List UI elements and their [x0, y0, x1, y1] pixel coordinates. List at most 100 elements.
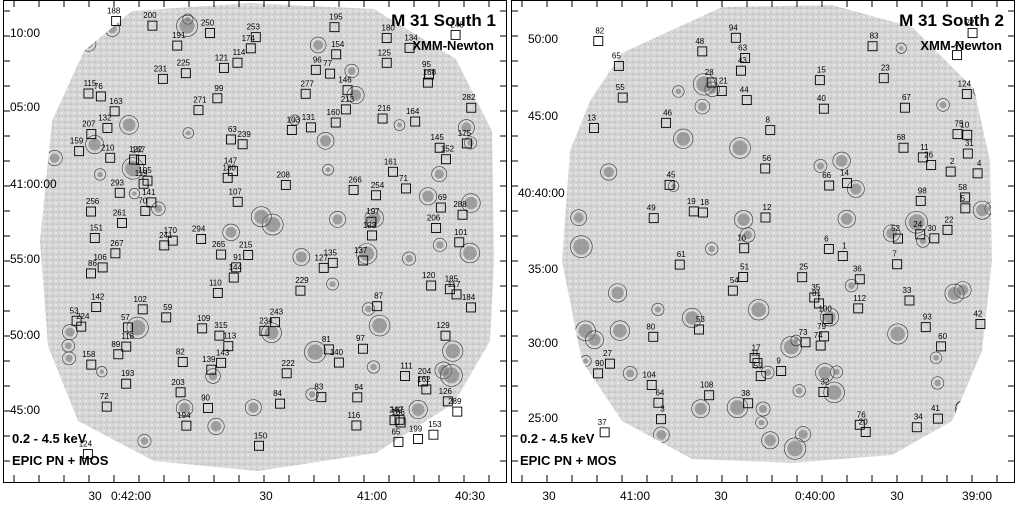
emission-blobs	[40, 13, 481, 448]
source-id-label: 68	[897, 133, 906, 142]
source-marker: 239	[237, 130, 251, 150]
emission-blob	[185, 130, 191, 136]
source-marker: 153	[428, 420, 442, 440]
source-box	[237, 139, 248, 150]
contour	[820, 307, 839, 327]
contour	[569, 235, 593, 258]
source-box	[205, 28, 215, 38]
contour	[936, 98, 950, 112]
source-id-label: 231	[154, 64, 168, 73]
contour	[704, 81, 720, 97]
source-marker: 111	[400, 361, 413, 381]
source-box	[117, 217, 127, 228]
contour	[316, 131, 335, 150]
contour	[207, 417, 225, 435]
source-id-label: 200	[143, 11, 157, 20]
source-box	[593, 36, 604, 46]
source-id-label: 175	[458, 129, 472, 138]
emission-blob	[467, 139, 474, 147]
source-box	[466, 302, 476, 313]
source-id-label: 145	[430, 133, 444, 142]
source-marker: 126	[439, 387, 453, 407]
source-box	[86, 206, 97, 217]
contour	[182, 127, 194, 139]
source-id-label: 111	[400, 361, 413, 370]
source-marker: 186	[391, 408, 406, 428]
source-marker: 76	[854, 410, 866, 430]
source-marker: 59	[161, 303, 173, 323]
source-box	[450, 29, 461, 40]
source-marker: 76	[94, 82, 106, 102]
source-marker: 131	[302, 113, 316, 133]
source-box	[945, 166, 956, 177]
source-box	[837, 251, 848, 262]
panel-title: M 31 South 2	[899, 11, 1004, 30]
source-marker: 34	[911, 413, 923, 433]
emission-blob	[737, 213, 750, 226]
source-box	[111, 16, 122, 26]
source-id-label: 210	[101, 143, 115, 152]
source-box	[377, 113, 388, 124]
source-id-label: 197	[366, 207, 380, 216]
source-id-label: 54	[730, 276, 739, 285]
source-marker: 289	[448, 397, 463, 417]
emission-blob	[759, 404, 768, 414]
source-marker: 8	[765, 116, 776, 136]
source-id-label: 124	[79, 440, 93, 449]
source-box	[613, 60, 624, 71]
panel-title: M 31 South 1	[391, 11, 496, 30]
source-marker: 56	[760, 154, 772, 174]
source-id-label: 9	[776, 356, 781, 365]
source-id-label: 174	[242, 34, 256, 43]
contour	[461, 193, 481, 213]
source-box	[305, 122, 316, 133]
source-box	[738, 272, 749, 282]
source-id-label: 14	[840, 169, 849, 178]
source-box	[177, 357, 188, 368]
y-tick-label: 45:00	[528, 109, 559, 123]
source-box	[95, 91, 106, 102]
source-box	[694, 324, 704, 335]
source-box	[442, 396, 453, 407]
source-id-label: 131	[302, 113, 316, 122]
source-id-label: 40	[817, 94, 826, 103]
source-marker: 59	[754, 362, 766, 382]
source-id-label: 83	[314, 383, 323, 392]
contour	[322, 164, 334, 176]
source-marker: 25	[797, 263, 809, 283]
source-id-label: 104	[643, 371, 657, 380]
x-tick-label: 40:30	[454, 489, 486, 503]
emission-blob	[372, 318, 387, 333]
y-tick-label: 05:00	[10, 100, 41, 114]
source-marker: 51	[738, 262, 750, 282]
source-marker: 266	[348, 175, 362, 195]
source-marker: 83	[867, 32, 879, 52]
source-marker: 160	[327, 108, 341, 128]
source-marker: 89	[111, 340, 124, 360]
source-marker: 242	[389, 406, 403, 426]
source-id-label: 34	[914, 413, 923, 422]
source-box	[674, 259, 685, 270]
source-marker: 174	[242, 34, 256, 54]
source-marker: 204	[418, 367, 432, 387]
source-id-label: 215	[239, 241, 253, 250]
source-id-label: 170	[164, 226, 178, 235]
y-tick-label: 35:00	[528, 262, 559, 276]
source-marker: 315	[214, 321, 228, 341]
source-id-label: 82	[595, 27, 604, 36]
source-box	[137, 304, 148, 315]
source-marker: 215	[239, 241, 254, 260]
emission-blob	[307, 344, 323, 360]
source-id-label: 294	[192, 225, 206, 234]
source-box	[727, 285, 738, 296]
contour	[40, 399, 57, 419]
source-id-label: 24	[913, 220, 922, 229]
source-id-label: 267	[110, 239, 124, 248]
emission-blob	[732, 140, 748, 156]
source-box	[193, 105, 204, 116]
contour	[905, 210, 928, 234]
source-marker: 222	[282, 359, 295, 379]
source-marker: 122	[129, 145, 143, 165]
contour	[755, 416, 768, 429]
image-south-1: 195 188 200 250 248 253 191 180 174 154 134 114 125 1…	[4, 1, 506, 482]
